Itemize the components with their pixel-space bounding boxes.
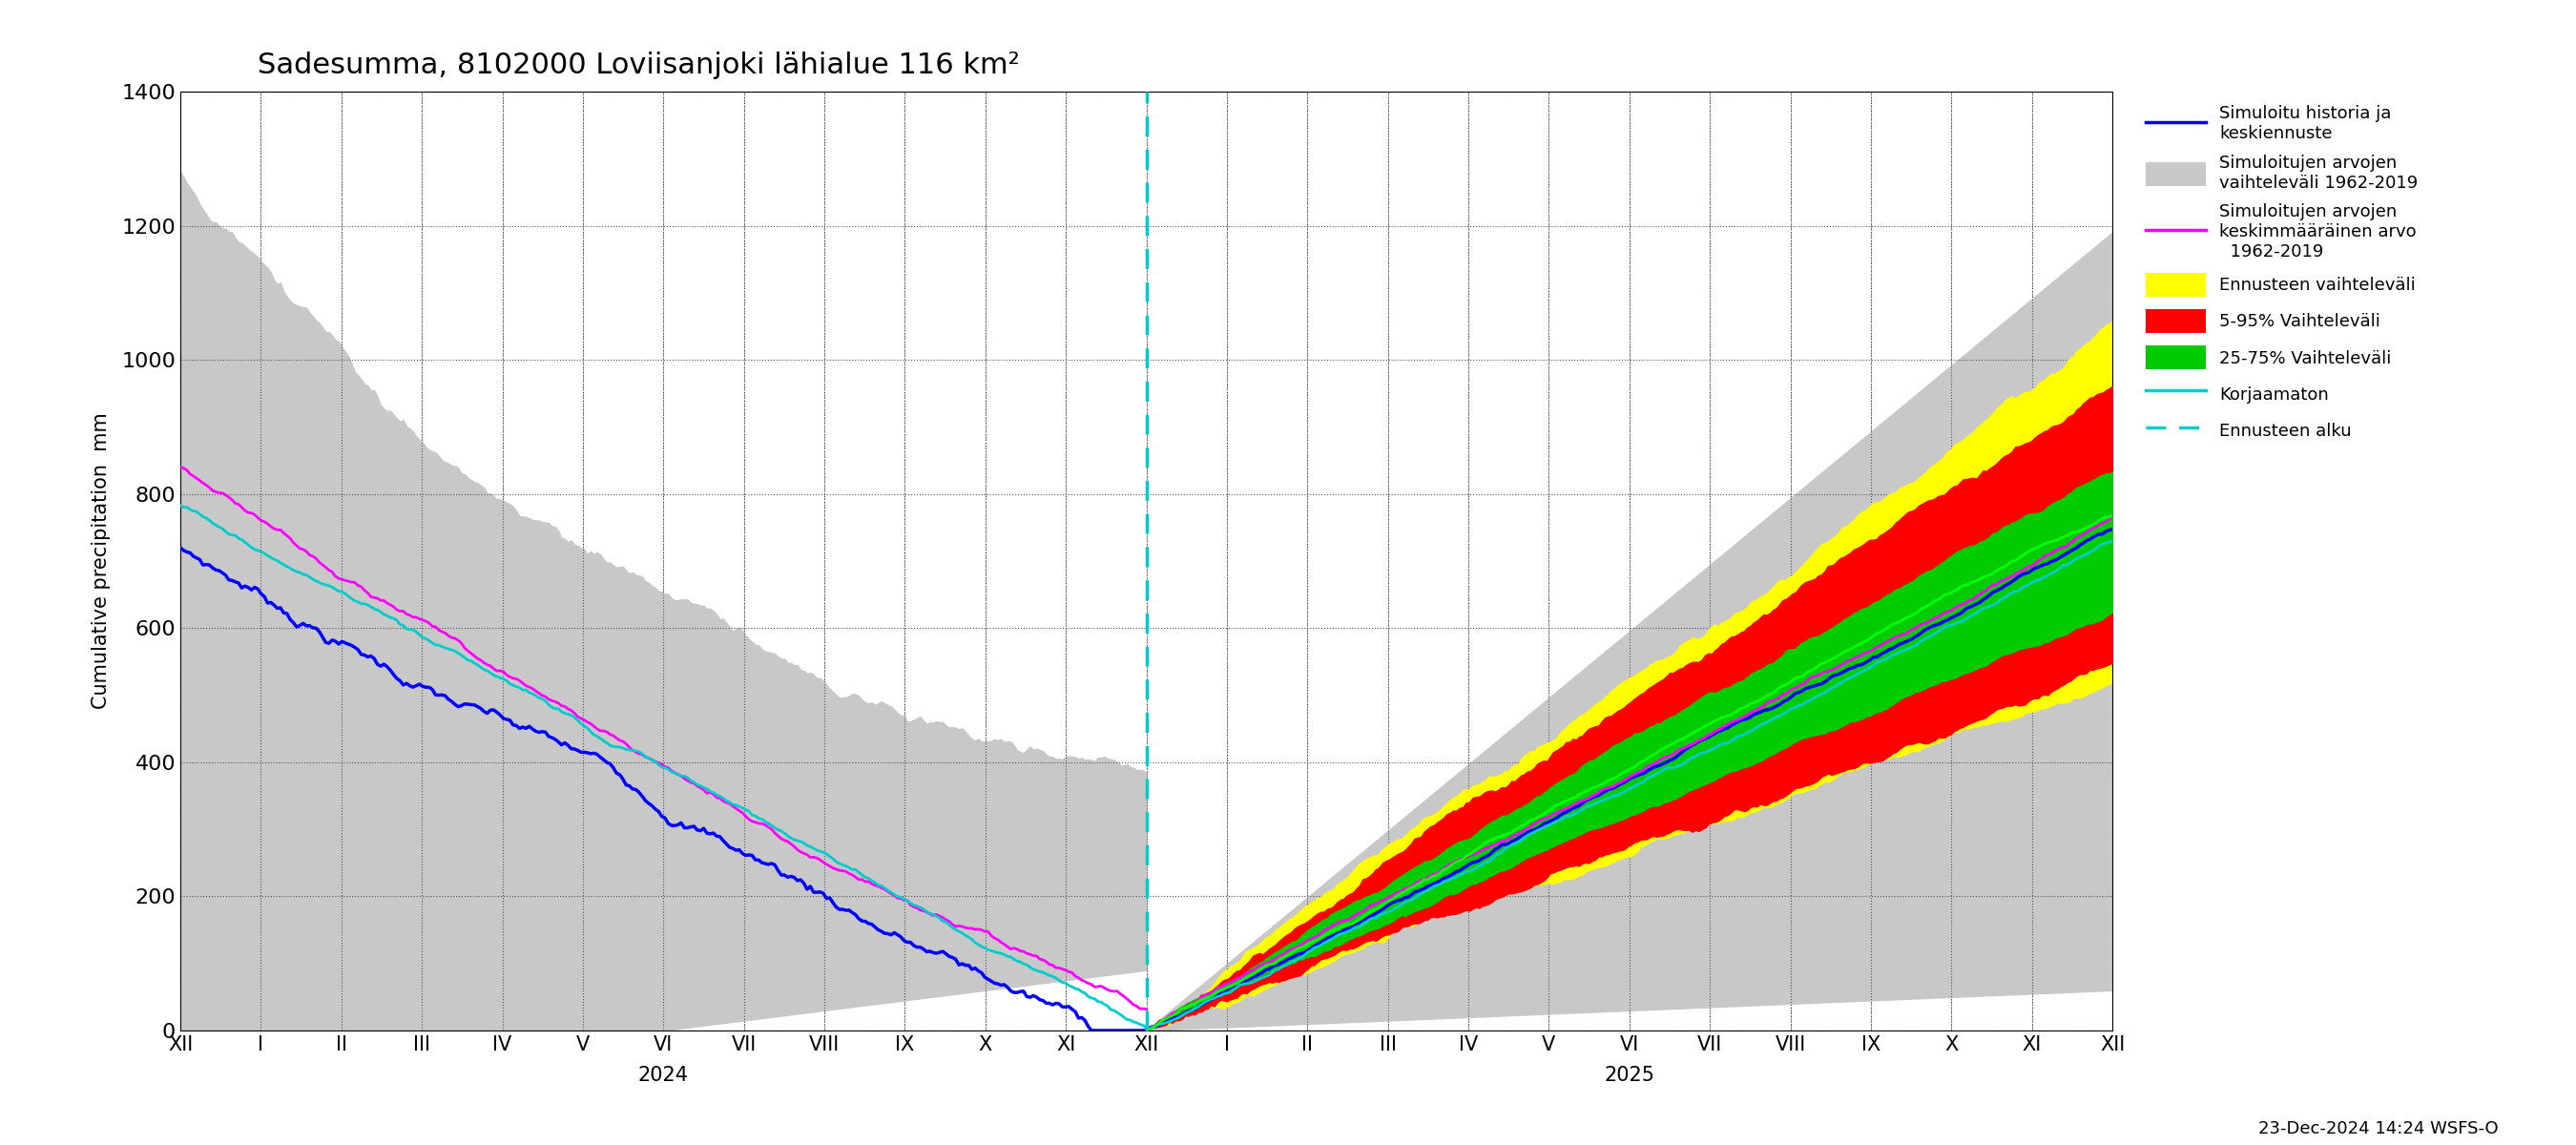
Text: 2024: 2024 <box>639 1066 688 1084</box>
Y-axis label: Cumulative precipitation  mm: Cumulative precipitation mm <box>93 413 111 709</box>
Text: 23-Dec-2024 14:24 WSFS-O: 23-Dec-2024 14:24 WSFS-O <box>2259 1120 2499 1137</box>
Text: 2025: 2025 <box>1605 1066 1654 1084</box>
Legend: Simuloitu historia ja
keskiennuste, Simuloitujen arvojen
vaihteleväli 1962-2019,: Simuloitu historia ja keskiennuste, Simu… <box>2141 101 2424 448</box>
Text: Sadesumma, 8102000 Loviisanjoki lähialue 116 km²: Sadesumma, 8102000 Loviisanjoki lähialue… <box>258 52 1020 79</box>
